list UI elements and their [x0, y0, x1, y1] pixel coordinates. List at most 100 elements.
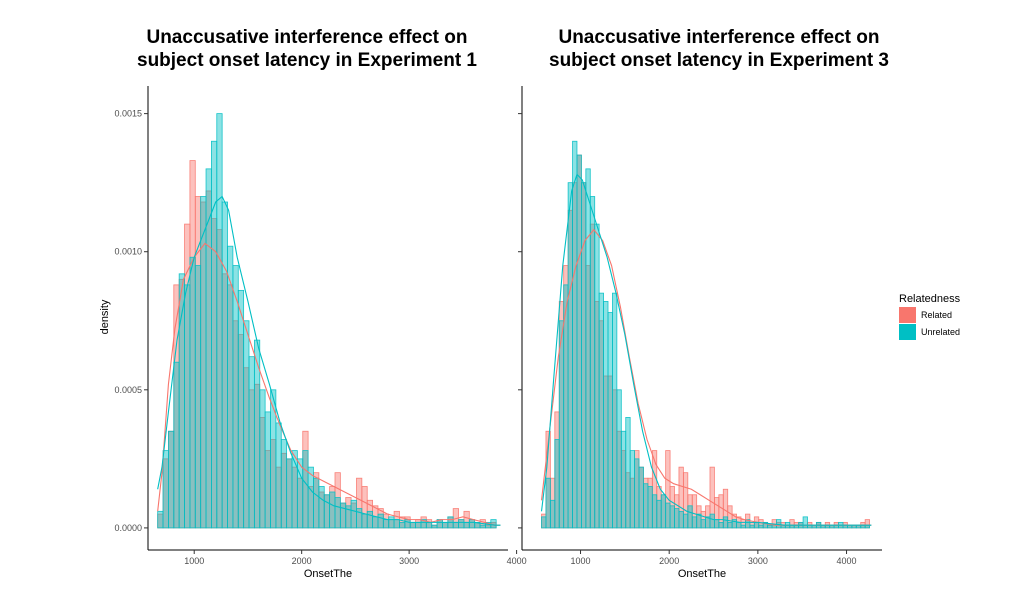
panel-3-unrelated-bar: [558, 320, 565, 529]
panel-3-unrelated-bar: [567, 182, 573, 529]
panel-1-unrelated-bar: [366, 510, 373, 529]
panel-3-unrelated-bar: [643, 483, 649, 529]
panel-experiment-1: Unaccusative interference effect on subj…: [99, 27, 527, 580]
panel-3-title-line-2: subject onset latency in Experiment 3: [549, 50, 889, 71]
panel-1-y-ticks: 0.0000 0.0005 0.0010 0.0015: [114, 109, 148, 533]
panel-3-unrelated-bar: [594, 223, 600, 529]
panel-3-unrelated-bar: [740, 524, 746, 529]
panel-3-unrelated-bar: [714, 519, 720, 529]
panel-3-unrelated-bar: [576, 154, 582, 529]
panel-1-unrelated-bar: [479, 524, 486, 529]
panel-3-unrelated-bar: [607, 312, 613, 529]
panel-3-unrelated-bar: [554, 439, 560, 529]
panel-1-unrelated-bar: [221, 201, 228, 529]
panel-1-y-axis-label: density: [99, 299, 111, 334]
panel-1-unrelated-bar: [463, 521, 470, 529]
panel-1-unrelated-bar: [286, 458, 293, 529]
panel-3-x-tick-label: 2000: [659, 556, 679, 566]
panel-1-unrelated-bar: [350, 499, 357, 529]
panel-1-unrelated-bar: [329, 491, 336, 529]
panel-1-x-tick-label: 1000: [184, 556, 204, 566]
panel-3-unrelated-bar: [647, 486, 653, 529]
panel-1-unrelated-bar: [270, 389, 277, 529]
panel-3-unrelated-bar: [665, 502, 671, 529]
panel-1-unrelated-bar: [194, 265, 202, 529]
panel-3-unrelated-bar: [687, 505, 693, 529]
panel-1-unrelated-bar: [205, 168, 212, 529]
panel-1-unrelated-bar: [157, 510, 164, 529]
panel-1-unrelated-bar: [307, 466, 314, 529]
panel-1-x-tick-label: 4000: [507, 556, 527, 566]
panel-3-unrelated-bar: [669, 505, 675, 529]
panel-1-unrelated-bar: [388, 516, 395, 529]
panel-1-unrelated-bar: [372, 516, 379, 529]
panel-3-unrelated-bar: [682, 513, 689, 529]
panel-3-unrelated-bar: [736, 521, 742, 529]
panel-1-title-line-2: subject onset latency in Experiment 1: [137, 50, 477, 71]
panel-1-unrelated-bar: [264, 411, 271, 529]
legend-title: Relatedness: [899, 293, 961, 305]
panel-1-unrelated-bar: [409, 521, 416, 529]
panel-3-unrelated-bar: [700, 519, 706, 529]
panel-1-unrelated-bar: [243, 320, 250, 529]
panel-3-unrelated-bar: [545, 477, 551, 529]
panel-3-unrelated-bar: [718, 521, 724, 529]
panel-1-unrelated-bar: [458, 519, 465, 529]
legend-label-unrelated: Unrelated: [921, 327, 960, 337]
panel-1-density-curves: [157, 195, 501, 526]
panel-3-x-ticks: 1000 2000 3000 4000: [571, 550, 857, 566]
panel-1-unrelated-bar: [280, 439, 288, 529]
panel-3-unrelated-bar: [616, 389, 622, 529]
panel-1-unrelated-bar: [313, 477, 320, 529]
panel-1-unrelated-bar: [248, 356, 255, 529]
panel-1-unrelated-bar: [168, 430, 175, 529]
panel-3-unrelated-bar: [620, 430, 627, 529]
legend-swatch-unrelated: [899, 324, 916, 340]
panel-1-unrelated-bar: [452, 521, 459, 529]
panel-3-unrelated-bar: [678, 510, 684, 529]
panel-3-y-ticks: [518, 113, 522, 529]
panel-1-unrelated-bar: [377, 513, 384, 529]
panel-3-unrelated-bar: [656, 499, 662, 529]
panel-1-title-line-1: Unaccusative interference effect on: [146, 27, 467, 48]
panel-1-unrelated-bar: [425, 521, 433, 529]
panel-3-unrelated-bars: [541, 140, 870, 529]
panel-1-related-density-line: [157, 242, 501, 526]
panel-1-unrelated-bar: [173, 361, 180, 529]
panel-1-unrelated-bar: [259, 389, 266, 529]
panel-1-unrelated-bar: [415, 521, 422, 529]
panel-3-x-tick-label: 4000: [837, 556, 857, 566]
panel-1-y-tick-label: 0.0010: [114, 247, 142, 257]
panel-3-x-tick-label: 1000: [571, 556, 591, 566]
panel-3-unrelated-bar: [691, 516, 698, 529]
panel-3-unrelated-bar: [802, 516, 808, 529]
panel-1-unrelated-density-line: [157, 195, 501, 526]
panel-1-unrelated-bar: [302, 450, 309, 529]
panel-1-unrelated-bar: [189, 256, 196, 529]
panel-1-unrelated-bar: [442, 521, 449, 529]
panel-1-unrelated-bar: [468, 519, 476, 529]
panel-3-unrelated-bar: [585, 168, 591, 529]
panel-3-unrelated-bar: [727, 521, 733, 529]
panel-1-unrelated-bar: [162, 450, 169, 529]
panel-1-unrelated-bar: [323, 494, 331, 529]
panel-3-unrelated-density-line: [540, 173, 872, 526]
panel-1-unrelated-bars: [157, 113, 497, 529]
panel-3-x-axis-label: OnsetThe: [678, 568, 726, 580]
panel-3-unrelated-bar: [638, 466, 644, 529]
panel-3-unrelated-bar: [745, 519, 751, 529]
panel-3-unrelated-bar: [722, 516, 729, 529]
panel-3-unrelated-bar: [612, 292, 618, 529]
panel-3-unrelated-bar: [758, 524, 764, 529]
panel-1-x-tick-label: 3000: [399, 556, 419, 566]
legend-swatch-related: [899, 307, 916, 323]
panel-1-y-tick-label: 0.0005: [114, 385, 142, 395]
panel-3-title-line-1: Unaccusative interference effect on: [558, 27, 879, 48]
panel-1-unrelated-bar: [393, 519, 400, 529]
panel-1-x-tick-label: 2000: [292, 556, 312, 566]
panel-3-unrelated-bar: [589, 196, 596, 529]
panel-3-unrelated-bar: [776, 519, 782, 529]
panel-3-unrelated-bar: [603, 301, 609, 529]
panel-1-unrelated-bar: [334, 497, 341, 529]
panel-3-unrelated-bar: [767, 524, 773, 529]
